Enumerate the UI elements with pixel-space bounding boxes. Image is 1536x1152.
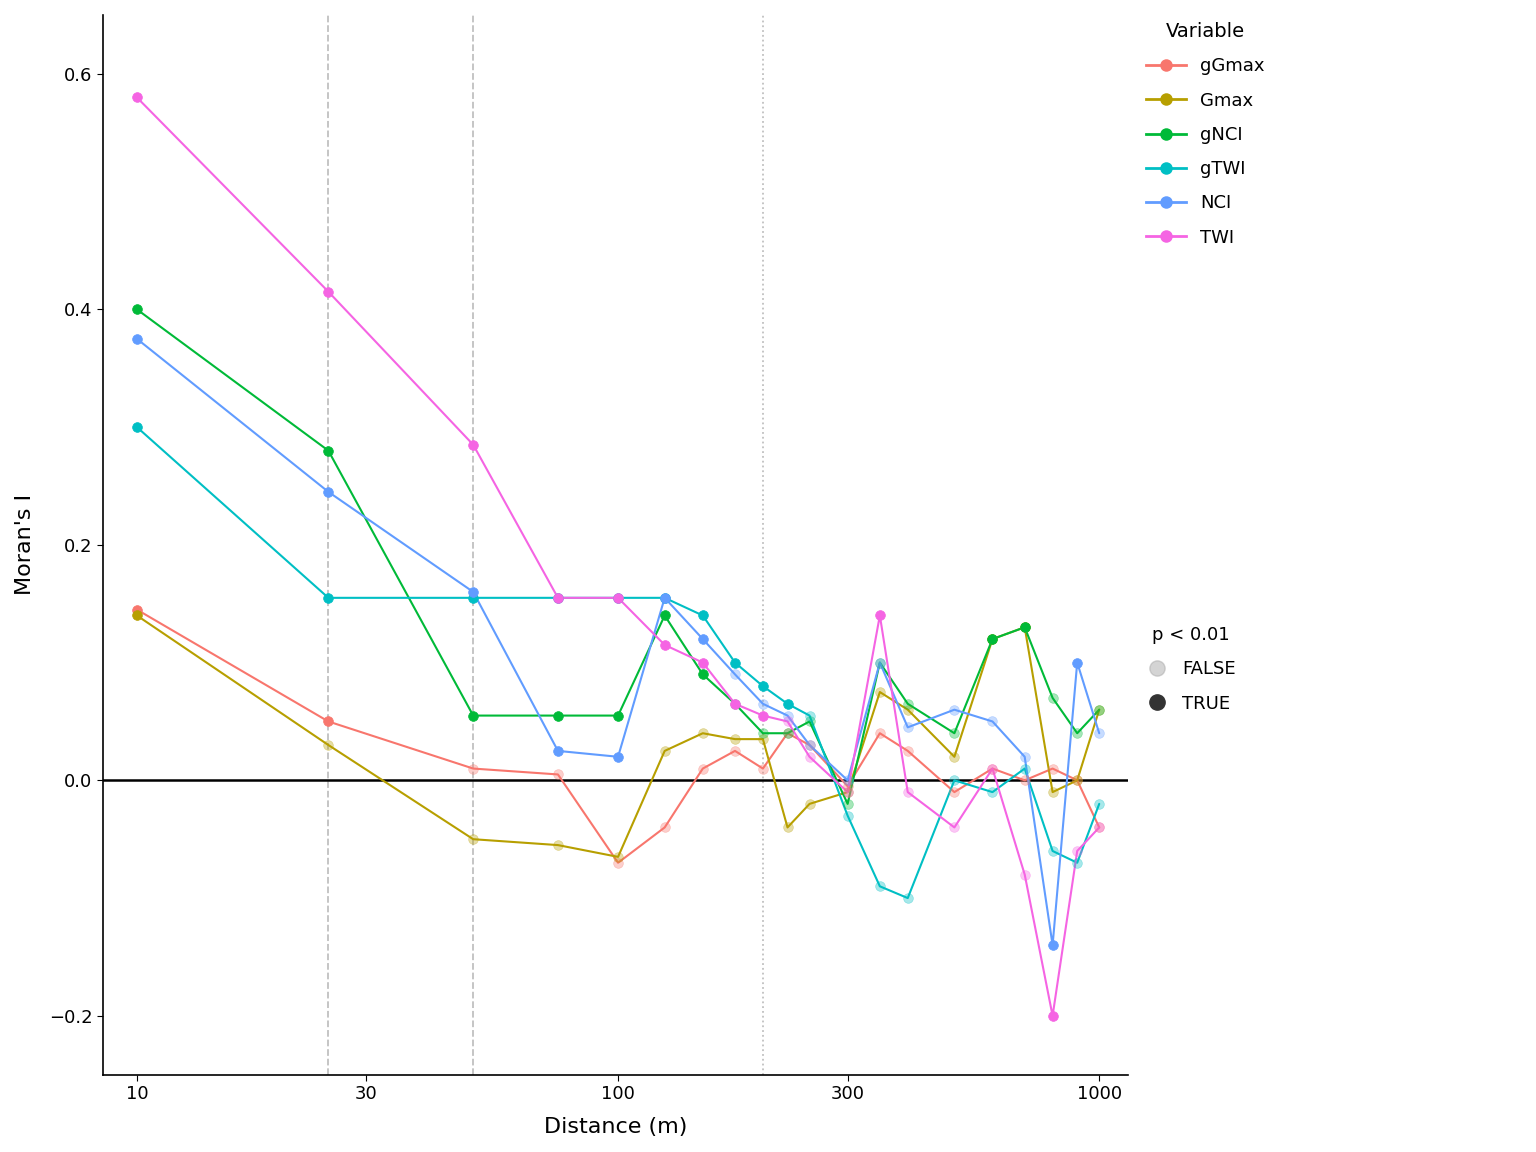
X-axis label: Distance (m): Distance (m): [544, 1117, 688, 1137]
Legend: FALSE, TRUE: FALSE, TRUE: [1138, 619, 1243, 720]
Y-axis label: Moran's I: Moran's I: [15, 494, 35, 596]
